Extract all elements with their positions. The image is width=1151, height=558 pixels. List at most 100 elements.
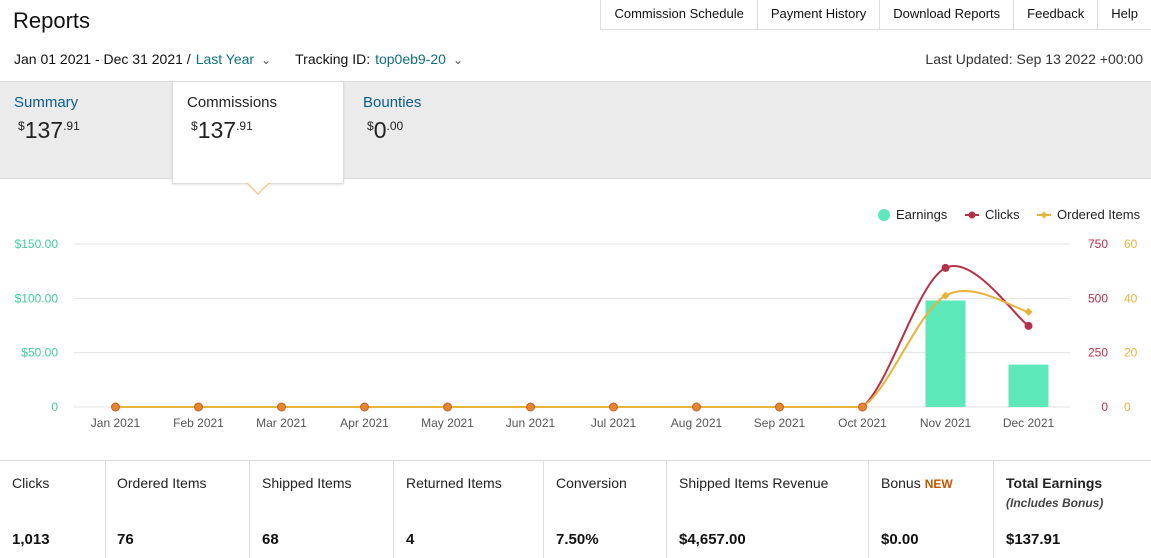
top-links-bar: Commission Schedule Payment History Down…	[600, 0, 1151, 30]
stat-value: $0.00	[881, 531, 919, 548]
ordered-items-line	[115, 289, 1029, 409]
zero-point	[194, 402, 203, 412]
y-left-tick-label: 0	[51, 400, 58, 414]
tab-bounties[interactable]: Bounties $0.00	[349, 82, 521, 178]
y-right-clicks-tick-label: 250	[1088, 346, 1108, 360]
x-tick-label: Dec 2021	[1003, 416, 1055, 430]
legend-earnings-swatch	[878, 209, 890, 221]
new-badge: NEW	[924, 477, 953, 491]
tab-bounties-label: Bounties	[363, 94, 422, 111]
tracking-id-label: Tracking ID:	[295, 51, 371, 67]
chevron-down-icon[interactable]: ⌄	[261, 53, 272, 67]
tab-commissions-label: Commissions	[187, 94, 278, 111]
zero-point	[775, 402, 784, 412]
stat-label: Shipped Items Revenue	[679, 475, 829, 491]
clicks-point	[941, 263, 950, 272]
stat-label: Conversion	[556, 475, 627, 491]
x-tick-label: Oct 2021	[838, 416, 887, 430]
zero-point	[609, 402, 618, 412]
x-tick-label: May 2021	[421, 416, 474, 430]
x-tick-label: Apr 2021	[340, 416, 389, 430]
clicks-point	[1024, 321, 1033, 330]
stat-label: Ordered Items	[117, 475, 207, 491]
x-tick-label: Jan 2021	[91, 416, 141, 430]
x-tick-label: Aug 2021	[671, 416, 723, 430]
stat-value: 68	[262, 531, 279, 548]
zero-point	[526, 402, 535, 412]
y-right-ordered-tick-label: 0	[1124, 400, 1131, 414]
stat-conversion: Conversion 7.50%	[544, 461, 667, 558]
stat-value: 76	[117, 531, 134, 548]
stat-value: 7.50%	[556, 531, 599, 548]
zero-point	[360, 402, 369, 412]
tab-summary-amount: $137.91	[18, 117, 80, 143]
stat-bonus: Bonus NEW $0.00	[869, 461, 994, 558]
stat-ordered-items: Ordered Items 76	[106, 461, 250, 558]
last-updated-text: Last Updated: Sep 13 2022 +00:00	[925, 51, 1143, 67]
report-filters: Jan 01 2021 - Dec 31 2021 / Last Year ⌄ …	[14, 51, 463, 67]
page-title: Reports	[13, 8, 91, 33]
stats-bar: Clicks 1,013 Ordered Items 76 Shipped It…	[0, 460, 1151, 558]
y-right-clicks-tick-label: 750	[1088, 237, 1108, 251]
y-right-clicks-tick-label: 500	[1088, 291, 1108, 305]
stat-label: Shipped Items	[262, 475, 352, 491]
ordered-items-point	[941, 291, 950, 300]
tab-commissions-amount: $137.91	[191, 117, 253, 143]
tab-summary-label: Summary	[14, 94, 79, 111]
stat-clicks: Clicks 1,013	[0, 461, 106, 558]
legend-clicks-swatch	[968, 211, 976, 219]
feedback-link[interactable]: Feedback	[1014, 0, 1099, 29]
x-tick-label: Nov 2021	[920, 416, 972, 430]
x-tick-label: Mar 2021	[256, 416, 307, 430]
tab-bounties-amount: $0.00	[367, 117, 404, 143]
y-left-tick-label: $150.00	[15, 237, 59, 251]
legend-ordered-label: Ordered Items	[1057, 207, 1141, 222]
zero-point	[277, 402, 286, 412]
ordered-items-point	[1024, 307, 1033, 316]
period-dropdown[interactable]: Last Year	[195, 51, 255, 67]
stat-label: Total Earnings	[1006, 475, 1103, 491]
zero-point	[111, 402, 120, 412]
stat-label: Returned Items	[406, 475, 502, 491]
y-left-tick-label: $100.00	[15, 291, 59, 305]
legend-earnings-label: Earnings	[896, 207, 948, 222]
x-tick-label: Sep 2021	[754, 416, 806, 430]
payment-history-link[interactable]: Payment History	[758, 0, 881, 29]
tab-commissions[interactable]: Commissions $137.91	[172, 82, 344, 184]
y-right-ordered-tick-label: 40	[1124, 291, 1138, 305]
x-tick-label: Jun 2021	[506, 416, 556, 430]
stat-shipped-items: Shipped Items 68	[250, 461, 394, 558]
legend-ordered-swatch	[1040, 211, 1048, 219]
legend-clicks-label: Clicks	[985, 207, 1020, 222]
stat-label: Bonus NEW	[881, 475, 953, 491]
chevron-down-icon[interactable]: ⌄	[452, 53, 463, 67]
zero-point	[858, 402, 867, 412]
stat-shipped-items-revenue: Shipped Items Revenue $4,657.00	[667, 461, 869, 558]
active-tab-pointer-fill	[248, 183, 268, 193]
x-tick-label: Feb 2021	[173, 416, 224, 430]
y-left-tick-label: $50.00	[21, 346, 58, 360]
stat-value: $4,657.00	[679, 531, 746, 548]
report-tabs: Summary $137.91 Commissions $137.91 Boun…	[0, 81, 1151, 184]
earnings-bar	[1008, 364, 1049, 407]
stat-returned-items: Returned Items 4	[394, 461, 544, 558]
tracking-id-dropdown[interactable]: top0eb9-20	[375, 51, 446, 67]
stat-value: 4	[406, 531, 415, 548]
stat-value: $137.91	[1006, 531, 1061, 548]
stat-value: 1,013	[12, 531, 50, 548]
download-reports-link[interactable]: Download Reports	[880, 0, 1015, 29]
y-right-ordered-tick-label: 20	[1124, 346, 1138, 360]
stat-label: Clicks	[12, 475, 50, 491]
zero-point	[443, 402, 452, 412]
clicks-line	[115, 265, 1030, 409]
y-right-clicks-tick-label: 0	[1101, 400, 1108, 414]
commission-schedule-link[interactable]: Commission Schedule	[601, 0, 758, 29]
date-range-text: Jan 01 2021 - Dec 31 2021 /	[14, 51, 191, 67]
stat-sublabel: (Includes Bonus)	[1006, 496, 1104, 510]
stat-total-earnings: Total Earnings (Includes Bonus) $137.91	[994, 461, 1151, 558]
earnings-chart: $150.00 $100.00 $50.00 0 750 500 250 0 60 40 20 0 Ja…	[15, 207, 1141, 430]
tab-summary[interactable]: Summary $137.91	[0, 82, 172, 178]
help-link[interactable]: Help	[1111, 6, 1138, 21]
x-tick-label: Jul 2021	[591, 416, 637, 430]
earnings-bar	[925, 300, 966, 407]
